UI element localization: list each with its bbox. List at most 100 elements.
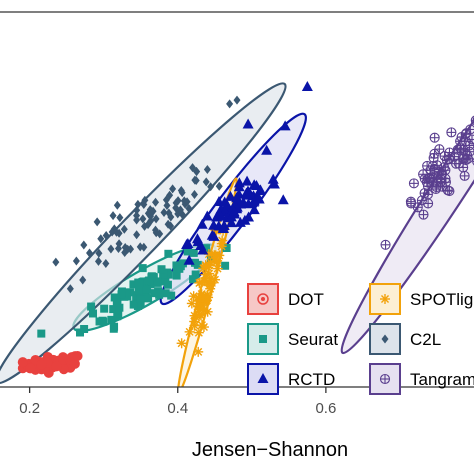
point-rctd xyxy=(201,210,213,221)
point-tangram xyxy=(446,127,457,138)
point-seurat xyxy=(87,302,96,311)
point-rctd xyxy=(183,254,195,265)
point-rctd xyxy=(181,239,193,250)
point-tangram xyxy=(464,146,474,157)
point-rctd xyxy=(267,173,279,184)
legend-item-dot: DOT xyxy=(247,283,324,315)
point-c2l xyxy=(79,275,87,285)
point-c2l xyxy=(191,175,199,185)
point-c2l xyxy=(163,201,171,211)
legend-marker-c2l xyxy=(381,334,389,344)
point-rctd xyxy=(206,229,218,240)
point-rctd xyxy=(233,181,245,192)
point-seurat xyxy=(142,293,151,302)
point-rctd xyxy=(301,81,313,91)
point-c2l xyxy=(183,197,191,207)
point-spotlight xyxy=(189,310,200,321)
point-c2l xyxy=(147,216,155,226)
point-rctd xyxy=(244,188,256,199)
legend-item-c2l: C2L xyxy=(369,323,441,355)
point-c2l xyxy=(108,227,116,237)
point-seurat xyxy=(80,325,89,334)
point-seurat xyxy=(161,289,170,298)
point-spotlight xyxy=(193,346,204,357)
point-c2l xyxy=(107,244,115,254)
point-seurat xyxy=(159,270,168,279)
point-c2l xyxy=(72,256,80,266)
point-tangram xyxy=(380,239,391,250)
point-seurat xyxy=(109,305,118,314)
legend-label-seurat: Seurat xyxy=(288,330,338,349)
point-seurat xyxy=(135,279,144,288)
point-tangram xyxy=(456,131,467,143)
legend-item-rctd: RCTD xyxy=(247,363,335,395)
point-spotlight xyxy=(194,277,205,288)
point-c2l xyxy=(193,167,201,177)
point-c2l xyxy=(178,188,186,198)
point-tangram xyxy=(435,176,446,187)
series-seurat xyxy=(37,244,231,338)
point-spotlight xyxy=(201,276,212,287)
point-rctd xyxy=(231,192,243,203)
point-c2l xyxy=(52,257,60,267)
point-seurat xyxy=(100,304,109,313)
point-seurat xyxy=(167,291,176,300)
point-c2l xyxy=(160,208,168,218)
point-rctd xyxy=(248,204,260,215)
point-c2l xyxy=(165,208,173,218)
point-tangram xyxy=(429,132,440,143)
point-c2l xyxy=(102,230,110,240)
point-seurat xyxy=(134,286,143,295)
legend-item-tangram: Tangram xyxy=(369,363,474,395)
legend: DOT Seurat RCTD SPOTlight C2L Tangram xyxy=(247,283,474,395)
point-seurat xyxy=(163,280,172,289)
point-spotlight xyxy=(186,298,197,309)
point-rctd xyxy=(225,211,237,222)
point-c2l xyxy=(66,284,74,294)
point-seurat xyxy=(89,309,98,318)
series-tangram xyxy=(380,115,474,250)
point-seurat xyxy=(191,270,200,279)
point-c2l xyxy=(120,224,128,234)
point-rctd xyxy=(254,184,266,195)
point-tangram xyxy=(472,116,474,124)
point-seurat xyxy=(95,317,104,326)
point-rctd xyxy=(239,214,251,225)
point-seurat xyxy=(222,244,231,253)
point-c2l xyxy=(169,184,177,194)
point-seurat xyxy=(113,312,122,321)
point-seurat xyxy=(129,300,138,309)
point-tangram xyxy=(444,186,455,197)
point-rctd xyxy=(242,118,254,129)
point-tangram xyxy=(458,162,469,173)
x-axis-title: Jensen−Shannon xyxy=(192,439,348,461)
point-seurat xyxy=(189,248,198,257)
point-c2l xyxy=(233,95,241,105)
point-seurat xyxy=(172,261,181,270)
point-c2l xyxy=(166,190,174,200)
point-c2l xyxy=(202,177,210,187)
legend-marker-rctd xyxy=(257,373,269,383)
point-seurat xyxy=(150,289,159,298)
point-c2l xyxy=(94,256,102,266)
legend-marker-seurat xyxy=(259,335,267,343)
point-spotlight xyxy=(216,238,227,249)
point-seurat xyxy=(136,295,145,304)
point-spotlight xyxy=(184,326,195,337)
point-c2l xyxy=(164,219,172,229)
point-c2l xyxy=(133,211,141,221)
point-seurat xyxy=(122,288,131,297)
point-c2l xyxy=(140,242,148,252)
point-rctd xyxy=(192,235,204,246)
series-spotlight xyxy=(176,207,231,357)
point-seurat xyxy=(107,315,116,324)
point-rctd xyxy=(225,217,237,228)
point-spotlight xyxy=(200,261,211,272)
point-c2l xyxy=(95,248,103,258)
point-tangram xyxy=(472,157,474,166)
point-seurat xyxy=(176,262,185,271)
point-seurat xyxy=(164,249,173,258)
point-c2l xyxy=(174,196,182,206)
point-tangram xyxy=(418,209,429,220)
